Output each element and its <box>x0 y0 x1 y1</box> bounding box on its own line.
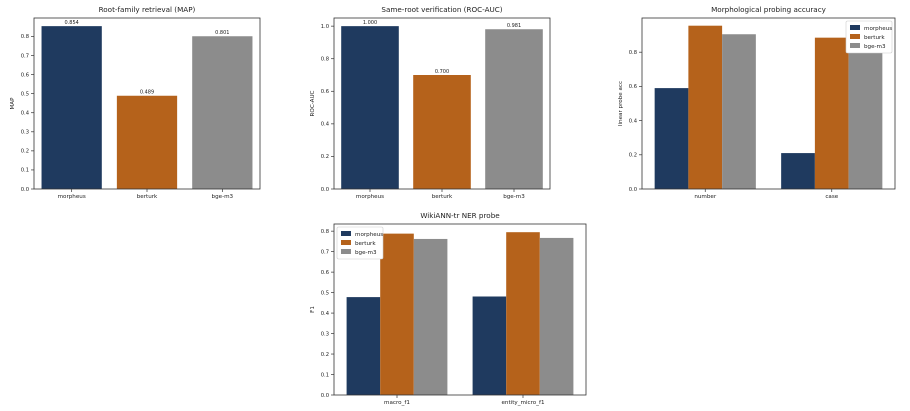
legend-label-berturk: berturk <box>355 241 376 247</box>
bar-morpheus-case <box>781 153 815 189</box>
y-tick-label: 0.6 <box>321 270 329 276</box>
bar-berturk <box>116 95 178 189</box>
y-tick-label: 0.4 <box>321 122 330 128</box>
y-tick-label: 0.6 <box>21 72 29 78</box>
y-tick-label: 0.4 <box>629 118 638 124</box>
y-tick-label: 0.8 <box>321 229 329 235</box>
y-tick-label: 0.3 <box>321 331 329 337</box>
y-tick-label: 0.0 <box>629 187 637 193</box>
bar-morpheus-number <box>654 88 689 189</box>
legend-swatch-morpheus <box>341 231 351 236</box>
bar-berturk-case <box>814 37 849 189</box>
y-axis-label: ROC-AUC <box>310 90 316 116</box>
y-tick-label: 0.5 <box>21 91 29 97</box>
y-tick-label: 0.2 <box>321 352 329 358</box>
y-tick-label: 0.2 <box>321 154 329 160</box>
x-tick-label: bge-m3 <box>212 194 234 200</box>
bar-berturk <box>413 75 471 189</box>
bar-berturk-macro_f1 <box>380 233 414 395</box>
x-tick-label: morpheus <box>356 194 384 200</box>
legend-label-bge-m3: bge-m3 <box>864 44 886 50</box>
legend-swatch-berturk <box>850 34 860 39</box>
chart-title: Same-root verification (ROC-AUC) <box>381 5 502 14</box>
legend-label-morpheus: morpheus <box>355 232 383 238</box>
y-tick-label: 0.7 <box>21 53 29 59</box>
y-tick-label: 0.8 <box>21 34 29 40</box>
y-tick-label: 0.4 <box>321 311 330 317</box>
bar-bge-m3-entity_micro_f1 <box>539 237 574 395</box>
y-tick-label: 0.6 <box>321 89 329 95</box>
y-axis-label: MAP <box>10 97 16 110</box>
x-tick-label: bge-m3 <box>503 194 525 200</box>
x-tick-label: number <box>694 194 717 200</box>
bar-morpheus <box>341 26 399 190</box>
y-tick-label: 0.5 <box>321 290 329 296</box>
plot-frame <box>641 17 896 190</box>
chart-title: Morphological probing accuracy <box>711 5 827 14</box>
bar-value-label: 0.801 <box>215 30 229 36</box>
bar-bge-m3 <box>485 29 543 190</box>
bar-value-label: 0.700 <box>435 69 449 75</box>
legend-label-morpheus: morpheus <box>864 26 892 32</box>
y-tick-label: 0.0 <box>321 187 329 193</box>
y-tick-label: 0.3 <box>21 130 29 136</box>
legend: morpheus berturk bge-m3 <box>336 226 384 260</box>
y-tick-label: 0.0 <box>21 187 29 193</box>
chart-root-map: Root-family retrieval (MAP) MAP 0.854 0.489… <box>10 5 261 200</box>
y-tick-label: 0.4 <box>21 111 30 117</box>
y-tick-label: 0.0 <box>321 393 329 399</box>
plot-frame <box>333 223 587 396</box>
y-axis-label: F1 <box>310 306 316 313</box>
legend-swatch-morpheus <box>850 25 860 30</box>
x-tick-label: macro_f1 <box>384 400 410 406</box>
x-tick-label: morpheus <box>58 194 86 200</box>
chart-morph-probe: Morphological probing accuracy linear pro… <box>618 5 896 200</box>
y-tick-label: 0.2 <box>629 153 637 159</box>
plot-frame <box>33 17 261 190</box>
bar-bge-m3-macro_f1 <box>413 238 448 395</box>
y-tick-label: 0.6 <box>629 84 637 90</box>
legend-swatch-berturk <box>341 240 351 245</box>
chart-title: WikiANN-tr NER probe <box>420 211 500 220</box>
bar-morpheus <box>41 26 102 190</box>
y-tick-label: 0.1 <box>21 168 29 174</box>
y-tick-label: 0.8 <box>629 50 637 56</box>
bar-berturk-entity_micro_f1 <box>506 232 540 395</box>
bar-morpheus-macro_f1 <box>346 297 381 395</box>
chart-title: Root-family retrieval (MAP) <box>99 5 196 14</box>
bar-bge-m3 <box>192 36 253 190</box>
y-axis-label: linear probe acc <box>618 81 624 126</box>
y-tick-label: 0.2 <box>21 149 29 155</box>
bar-value-label: 0.981 <box>507 23 521 29</box>
legend-label-berturk: berturk <box>864 35 885 41</box>
bar-morpheus-entity_micro_f1 <box>472 296 507 395</box>
chart-ner-probe: WikiANN-tr NER probe F1 morpheus berturk bge… <box>310 211 587 406</box>
legend: morpheus berturk bge-m3 <box>845 20 893 54</box>
legend-label-bge-m3: bge-m3 <box>355 250 377 256</box>
legend-swatch-bge-m3 <box>850 43 860 48</box>
chart-root-auc: Same-root verification (ROC-AUC) ROC-AUC 1… <box>310 5 551 200</box>
bar-bge-m3-case <box>848 50 883 189</box>
bar-value-label: 0.489 <box>140 90 154 96</box>
y-tick-label: 0.1 <box>321 372 329 378</box>
y-tick-label: 0.8 <box>321 57 329 63</box>
bar-value-label: 0.854 <box>65 20 79 26</box>
x-tick-label: berturk <box>137 194 158 200</box>
x-tick-label: entity_micro_f1 <box>501 400 544 406</box>
bar-bge-m3-number <box>722 34 756 190</box>
bar-value-label: 1.000 <box>363 20 377 26</box>
plot-frame <box>333 17 551 190</box>
x-tick-label: berturk <box>432 194 453 200</box>
legend-swatch-bge-m3 <box>341 249 351 254</box>
bar-berturk-number <box>688 25 723 189</box>
y-tick-label: 0.7 <box>321 249 329 255</box>
x-tick-label: case <box>825 194 838 200</box>
y-tick-label: 1.0 <box>321 24 329 30</box>
